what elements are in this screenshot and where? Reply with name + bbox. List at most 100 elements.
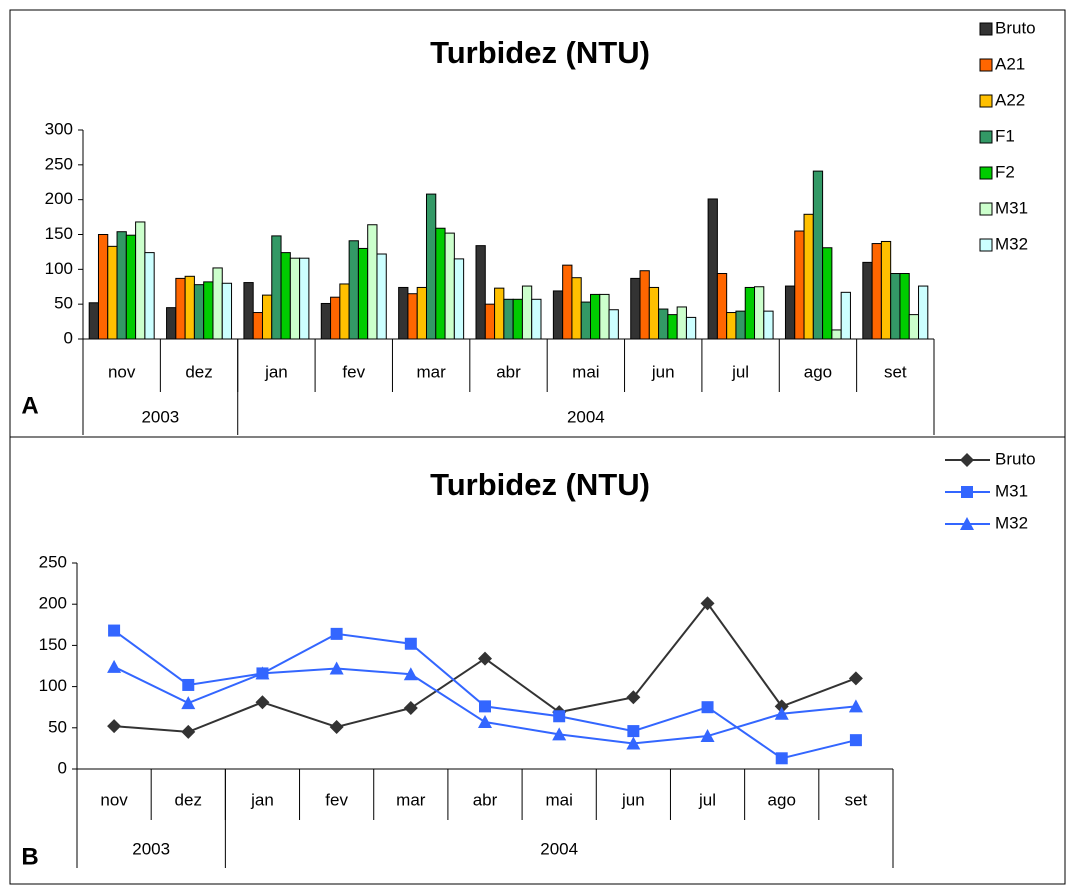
panel-label: A	[21, 392, 38, 419]
group-label: 2003	[132, 839, 170, 858]
x-tick-label: mai	[545, 790, 572, 809]
legend-label: F2	[995, 162, 1015, 181]
bar	[116, 231, 127, 340]
y-tick-label: 300	[45, 119, 73, 138]
marker	[181, 724, 196, 739]
y-tick-label: 50	[54, 294, 73, 313]
bar	[552, 290, 564, 340]
marker	[403, 701, 418, 716]
marker	[700, 596, 715, 611]
x-tick-label: jan	[264, 362, 288, 381]
x-tick-label: jun	[621, 790, 645, 809]
bar	[261, 294, 273, 340]
legend-swatch	[979, 58, 993, 72]
x-tick-label: jul	[698, 790, 716, 809]
legend-label: M31	[995, 481, 1028, 500]
bar	[503, 298, 514, 340]
y-tick-label: 200	[45, 189, 73, 208]
marker	[329, 719, 344, 734]
marker	[181, 696, 196, 710]
marker	[627, 725, 640, 738]
bar	[531, 298, 542, 340]
bar	[203, 281, 214, 340]
legend-label: Bruto	[995, 18, 1036, 37]
bar	[425, 193, 437, 340]
bar	[822, 247, 833, 340]
x-tick-label: dez	[175, 790, 202, 809]
bar	[685, 316, 697, 340]
bar	[484, 303, 496, 340]
bar	[735, 310, 746, 340]
marker	[329, 661, 344, 675]
bar	[918, 285, 929, 340]
marker	[775, 752, 788, 765]
bar	[107, 245, 118, 340]
bar	[357, 247, 369, 340]
marker	[330, 627, 343, 640]
bar	[494, 287, 505, 340]
bar	[562, 264, 573, 340]
x-tick-label: dez	[185, 362, 212, 381]
legend-label: M32	[995, 513, 1028, 532]
marker	[255, 695, 270, 710]
bar	[193, 284, 205, 340]
bar	[599, 293, 610, 340]
bar	[299, 257, 310, 340]
legend-label: A21	[995, 54, 1025, 73]
y-tick-label: 150	[45, 224, 73, 243]
chart-title: Turbidez (NTU)	[430, 467, 650, 502]
bar	[376, 253, 387, 340]
bar	[862, 261, 873, 340]
bar	[88, 302, 99, 340]
bar	[630, 277, 641, 340]
bar	[580, 301, 592, 340]
x-tick-label: ago	[804, 362, 832, 381]
bar	[453, 258, 465, 340]
marker	[552, 727, 567, 741]
bar	[330, 296, 341, 340]
legend-marker	[961, 486, 973, 498]
bar	[289, 257, 301, 340]
x-tick-label: set	[845, 790, 868, 809]
bar	[726, 312, 737, 340]
marker	[108, 624, 121, 637]
bar	[908, 314, 920, 340]
bar	[803, 213, 814, 340]
x-tick-label: mar	[396, 790, 426, 809]
x-tick-label: abr	[496, 362, 521, 381]
bar	[794, 230, 805, 340]
legend-label: A22	[995, 90, 1025, 109]
marker	[478, 715, 492, 729]
bar	[676, 306, 687, 340]
marker	[107, 719, 122, 734]
bar	[348, 240, 359, 340]
bar	[166, 307, 177, 340]
series-line	[114, 601, 857, 733]
bar	[784, 285, 796, 340]
bar	[648, 286, 660, 340]
bar	[880, 240, 892, 340]
marker	[774, 699, 789, 714]
x-tick-label: mar	[416, 362, 446, 381]
panel-frame	[9, 9, 1066, 438]
panel-label: B	[21, 843, 38, 870]
marker	[404, 637, 417, 650]
marker	[774, 706, 789, 720]
marker	[255, 666, 270, 680]
bar	[590, 293, 601, 340]
legend-swatch	[979, 166, 993, 180]
y-tick-label: 50	[48, 717, 67, 736]
bar	[398, 286, 409, 340]
bar	[475, 245, 486, 340]
marker	[848, 671, 863, 686]
y-tick-label: 0	[64, 328, 73, 347]
bar	[658, 308, 669, 340]
marker	[182, 678, 195, 691]
bar	[320, 302, 332, 340]
x-tick-label: ago	[768, 790, 796, 809]
bar	[175, 277, 186, 340]
y-tick-label: 200	[39, 594, 67, 613]
marker	[849, 734, 862, 747]
marker	[553, 710, 566, 723]
legend-label: F1	[995, 126, 1015, 145]
